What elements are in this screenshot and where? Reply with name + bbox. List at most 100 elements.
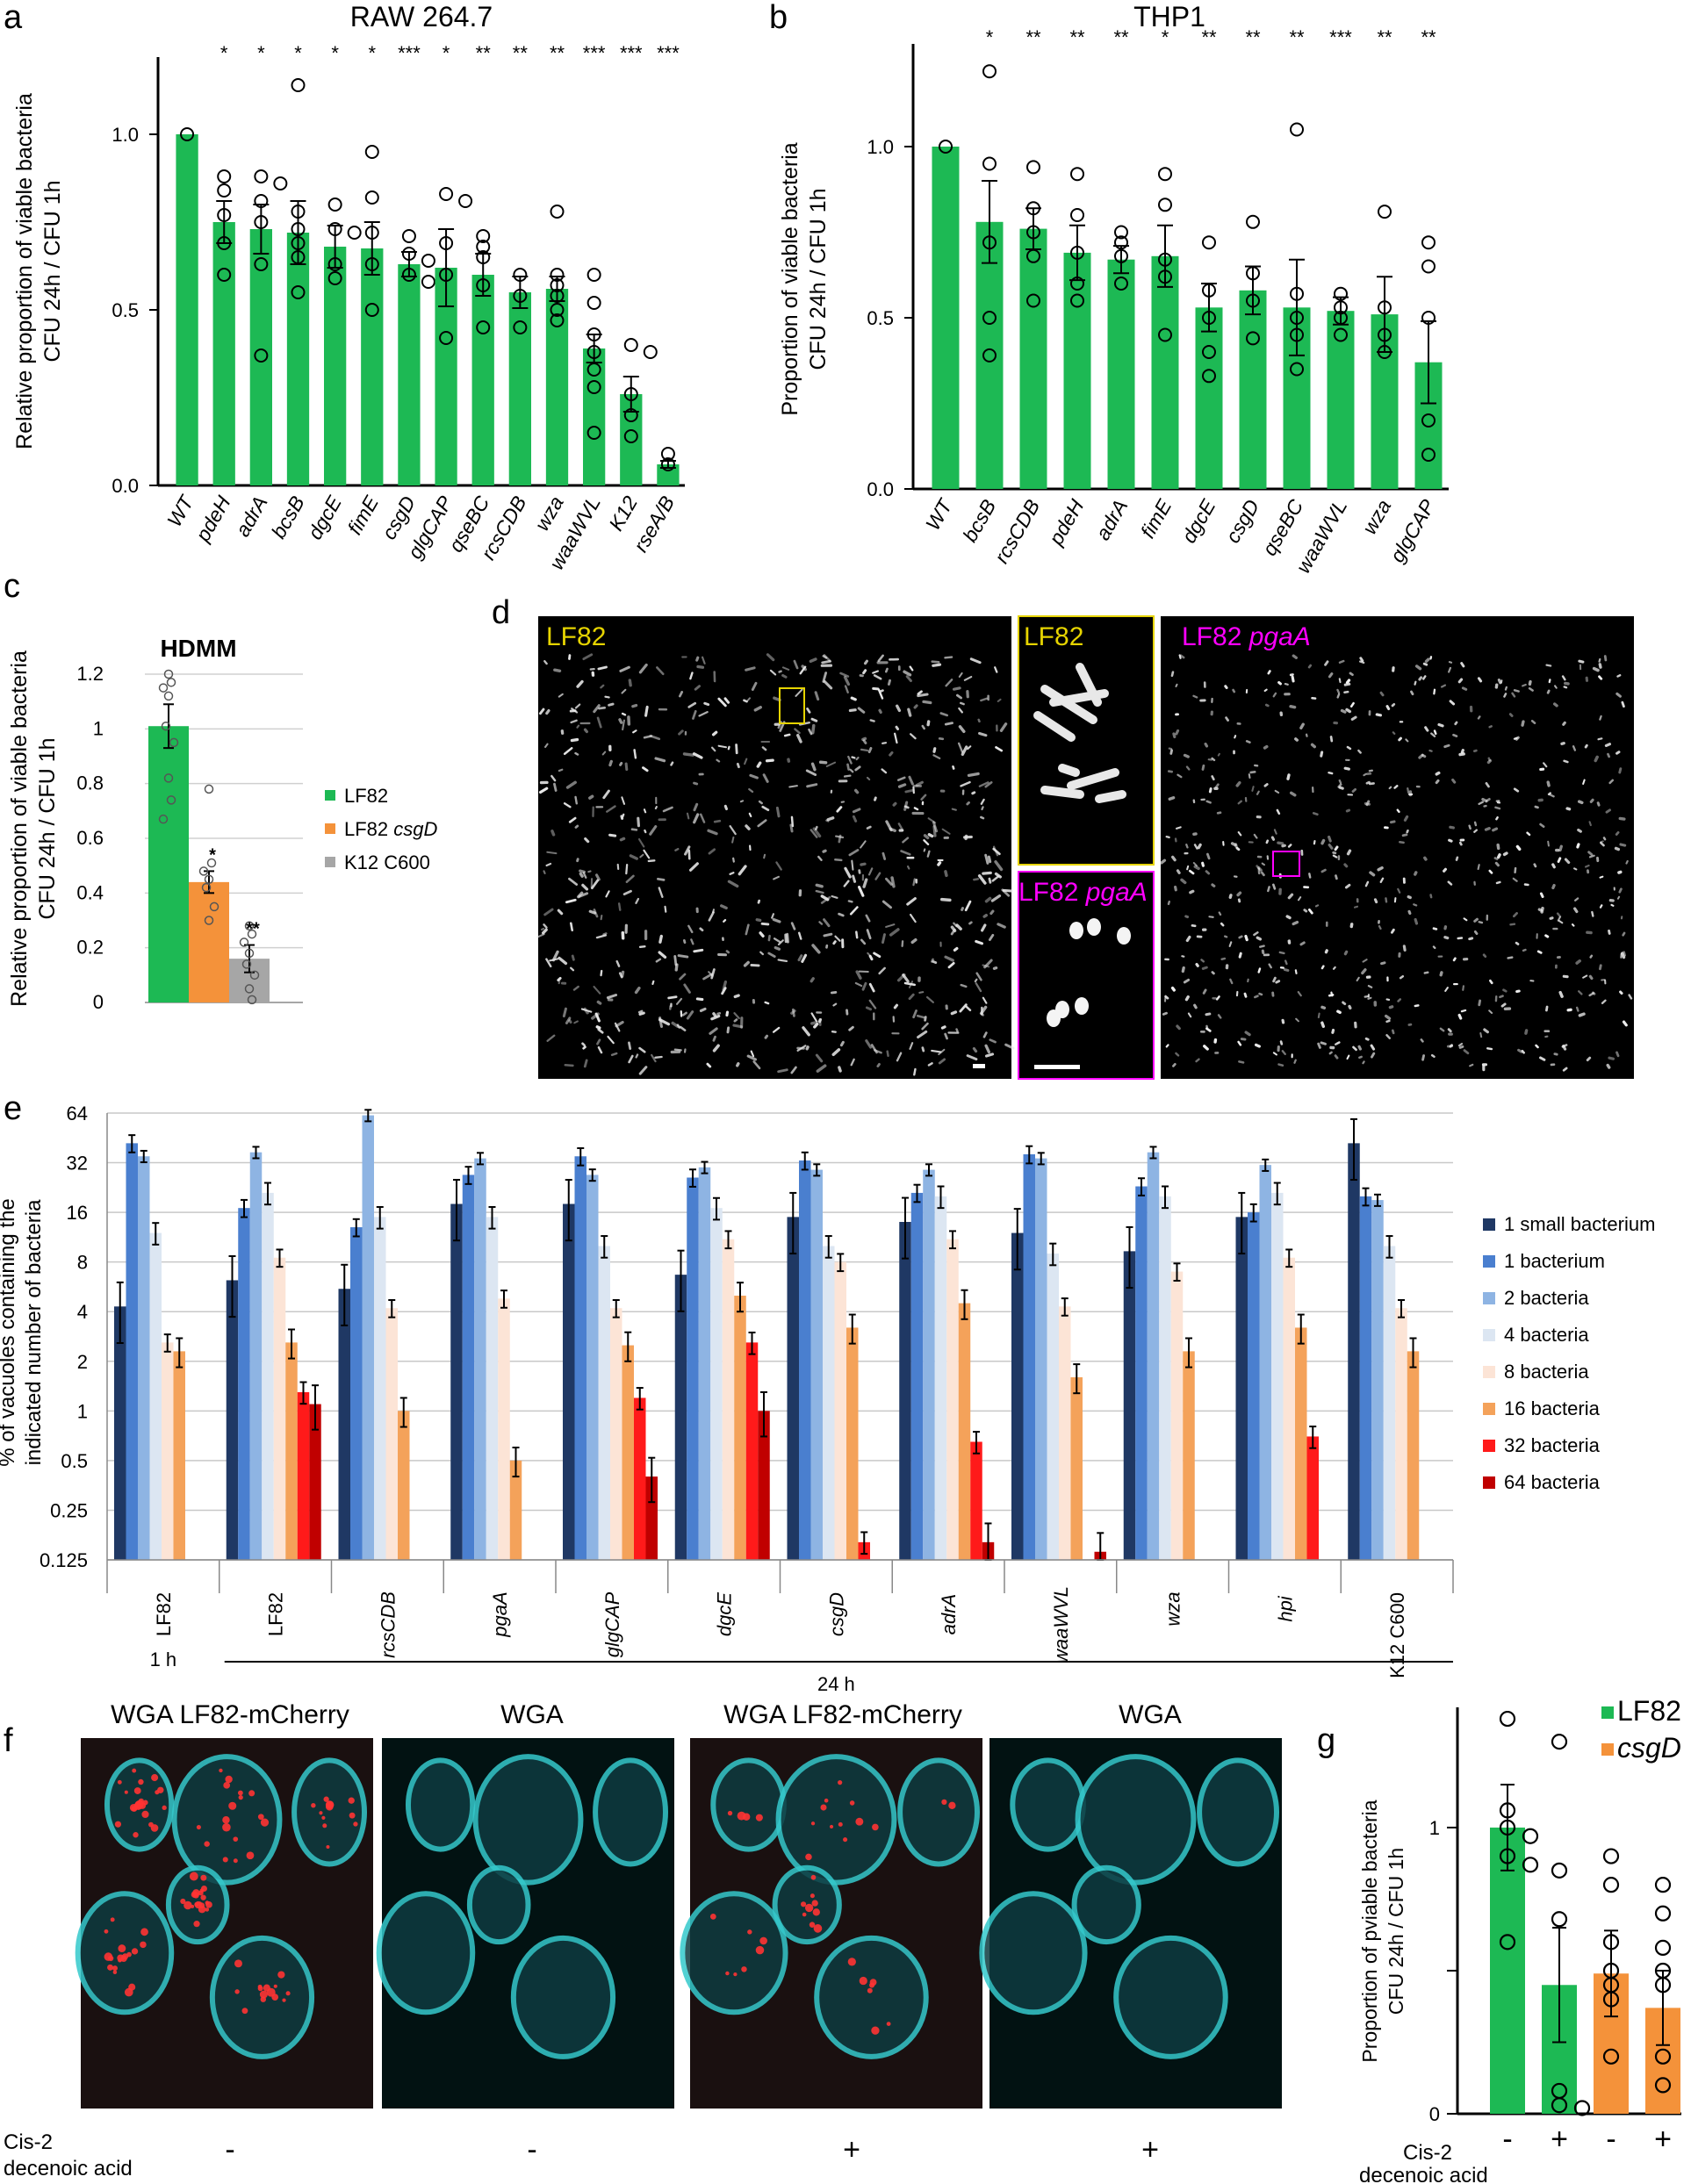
bacterium-speck [1220,922,1225,927]
bacterium-speck [1410,690,1414,696]
bacterium-speck [814,691,820,701]
bacterium-speck [679,1025,687,1031]
bacterium-speck [910,733,917,740]
bacterium-speck [1324,949,1328,954]
panel-a-point [586,268,601,282]
bacterium-speck [1188,869,1195,875]
bacterium-speck [1443,744,1450,749]
bacterium-speck [1533,863,1537,868]
bacterium-speck [651,980,655,985]
bacterium-speck [777,959,788,963]
bacterium-speck [717,697,727,708]
bacterium-speck [629,854,638,860]
bacterium-speck [1384,1014,1392,1020]
bacterium-speck [1346,745,1352,751]
bacterium-speck [938,1048,946,1056]
panel-a-point [550,278,565,292]
bacterium-speck [865,1006,873,1011]
bacterium-speck [1277,841,1284,845]
macrophage-cell [1197,1757,1280,1867]
panel-e-bar [297,1391,310,1560]
panel-b-x-tick-label: bcsB [958,496,1000,546]
bacterium-speck [658,887,664,898]
macrophage-cell [466,1864,531,1945]
bacterium-speck [1357,749,1362,754]
bacterium-speck [608,702,615,707]
panel-e-bar [1011,1232,1024,1560]
panel-a-point [364,145,379,159]
bacterium-speck [1588,821,1592,827]
bacterium-speck [906,865,910,870]
bacterium-speck [1268,963,1272,969]
panel-a-point [513,320,528,334]
bacterium-speck [655,958,662,963]
bacterium-speck [932,960,938,964]
bacterium-speck [1267,886,1270,893]
bacterium-speck [1473,829,1478,833]
panel-a-bar [286,233,310,485]
bacterium-speck [1457,678,1464,684]
bacterium-speck [866,776,871,781]
micro-f-sign-4: + [1141,2133,1159,2166]
mcherry-bacterium [205,1907,210,1912]
mcherry-bacterium [725,1971,730,1976]
panel-c-significance: ** [246,920,260,939]
bacterium-speck [796,733,802,744]
bacterium-speck [758,800,763,805]
bacterium-speck [693,802,699,812]
bacterium-speck [794,728,801,735]
panel-c-point [247,995,257,1005]
bacterium-speck [673,955,678,966]
panel-b-y-label: Proportion of viable bacteria CFU 24h / C… [778,142,831,415]
bacterium-speck [1423,856,1428,861]
mcherry-bacterium [222,1816,230,1824]
bacterium-speck [771,913,775,919]
panel-a-point [476,229,491,243]
mcherry-bacterium [133,1787,141,1794]
bacterium-speck [865,1039,873,1049]
macrophage-cell [1075,1754,1197,1886]
bacterium-speck [885,667,889,673]
bacterium-speck [621,712,627,716]
bacterium-speck [1440,684,1447,688]
panel-e-bar [1395,1308,1407,1560]
bacterium-speck [538,787,549,794]
bacterium-speck [1615,692,1622,698]
bacterium-speck [956,693,962,700]
bacterium-speck [1621,952,1626,959]
bacterium-speck [571,708,579,714]
bacterium-speck [699,927,704,932]
panel-a-point [327,271,342,285]
bacterium-speck [1608,779,1615,785]
bacterium-speck [1335,1041,1341,1045]
bacterium-speck [658,934,663,944]
bacterium-speck [1549,916,1554,920]
bacterium-speck [1343,690,1349,694]
panel-b-bar [1107,259,1135,489]
bacterium-speck [1512,912,1518,918]
panel-a-point [364,303,379,317]
panel-a-y-label-line: CFU 24h / CFU 1h [40,180,65,362]
bacterium-speck [932,747,937,753]
bacterium-speck [1598,663,1602,669]
mcherry-bacterium [886,2022,891,2027]
mcherry-bacterium [157,1786,164,1793]
bacterium-speck [1488,869,1493,874]
panel-a-point [550,205,565,219]
bacterium-speck [808,728,813,736]
bacterium-speck [906,897,917,906]
panel-letter-c: c [4,568,20,605]
panel-a-point [586,426,601,440]
bacterium-speck [868,999,877,1009]
bacterium-speck [802,1026,810,1037]
bacterium-speck [544,743,549,749]
panel-c-point [239,938,249,947]
bacterium-speck [1458,841,1463,846]
mcherry-bacterium [829,1824,834,1829]
bacterium-speck [1574,897,1579,902]
bacterium-speck [1195,962,1199,967]
panel-b-bar [975,221,1004,490]
panel-e-bar [1271,1192,1284,1560]
bacterium-speck [861,736,867,742]
